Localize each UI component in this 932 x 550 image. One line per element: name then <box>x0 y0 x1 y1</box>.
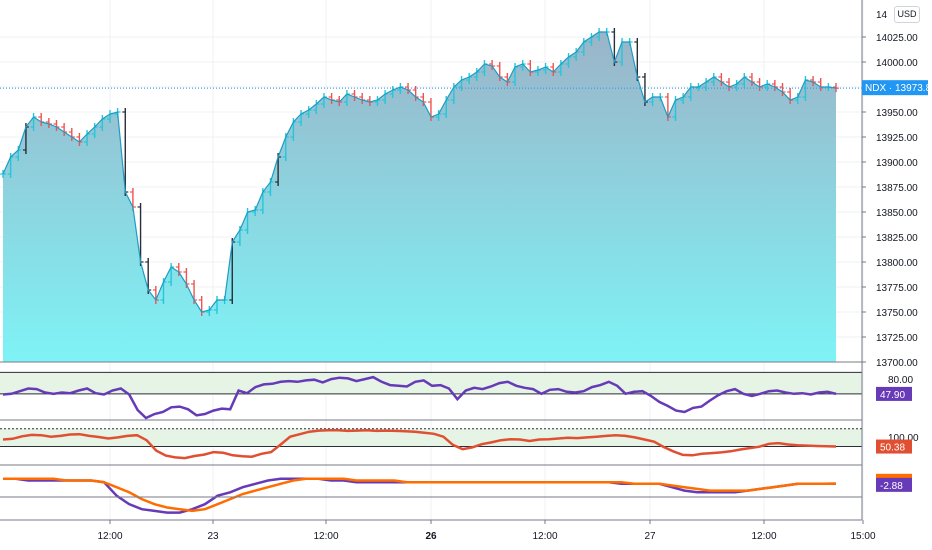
price-axis-label: 14000.00 <box>876 58 918 69</box>
currency-label[interactable]: USD <box>894 6 920 23</box>
price-axis-label: 13800.00 <box>876 258 918 269</box>
indicator-line <box>3 477 837 514</box>
indicator-band <box>0 372 862 394</box>
indicator-value-tag <box>876 386 912 401</box>
main-price-pane[interactable] <box>0 28 862 363</box>
indicator-line <box>2 428 837 460</box>
last-price-label: NDX · 13973.83 <box>865 83 932 94</box>
indicator-axis-label: 100.00 <box>888 433 919 444</box>
indicator-axis-label: 80.00 <box>888 375 913 386</box>
price-axis-label: 13725.00 <box>876 333 918 344</box>
indicator-value-label: 47.90 <box>880 390 905 401</box>
price-axis-label: 13750.00 <box>876 308 918 319</box>
indicator-value-label: -2.88 <box>880 481 903 492</box>
indicator-pane-1[interactable]: 80.00 47.90 <box>0 371 913 421</box>
last-price-tag <box>862 80 928 96</box>
time-axis-label: 26 <box>425 531 437 542</box>
time-axis-label: 12:00 <box>313 531 338 542</box>
price-axis-label: 13775.00 <box>876 283 918 294</box>
price-axis-label: 13700.00 <box>876 358 918 369</box>
price-axis[interactable]: 1414025.0014000.0013975.0013950.0013925.… <box>0 0 932 520</box>
price-axis-label: 13850.00 <box>876 208 918 219</box>
indicator-band <box>0 428 862 447</box>
indicator-line <box>2 375 837 420</box>
price-axis-label: 14025.00 <box>876 33 918 44</box>
indicator-line <box>3 477 837 513</box>
time-axis-label: 12:00 <box>751 531 776 542</box>
indicator-pane-3[interactable]: -2.86-2.88 <box>0 473 912 521</box>
indicator-value-tag <box>876 439 912 454</box>
price-area-fill <box>3 32 836 362</box>
price-axis-label: 13900.00 <box>876 158 918 169</box>
time-axis-label: 23 <box>207 531 219 542</box>
time-axis-label: 12:00 <box>532 531 557 542</box>
price-axis-label: 13950.00 <box>876 108 918 119</box>
price-axis-label: 13925.00 <box>876 133 918 144</box>
indicator-value-tag <box>876 477 912 492</box>
price-axis-label: 13875.00 <box>876 183 918 194</box>
time-axis-label: 27 <box>644 531 656 542</box>
indicator-value-label: 50.38 <box>880 443 905 454</box>
price-axis-label-top: 14 <box>876 10 888 21</box>
price-line <box>2 31 837 313</box>
time-axis-label: 15:00 <box>850 531 875 542</box>
time-axis-label: 12:00 <box>97 531 122 542</box>
price-axis-label: 13825.00 <box>876 233 918 244</box>
time-axis[interactable]: 12:00 23 12:00 26 12:00 27 12:00 15:00 <box>97 520 876 542</box>
